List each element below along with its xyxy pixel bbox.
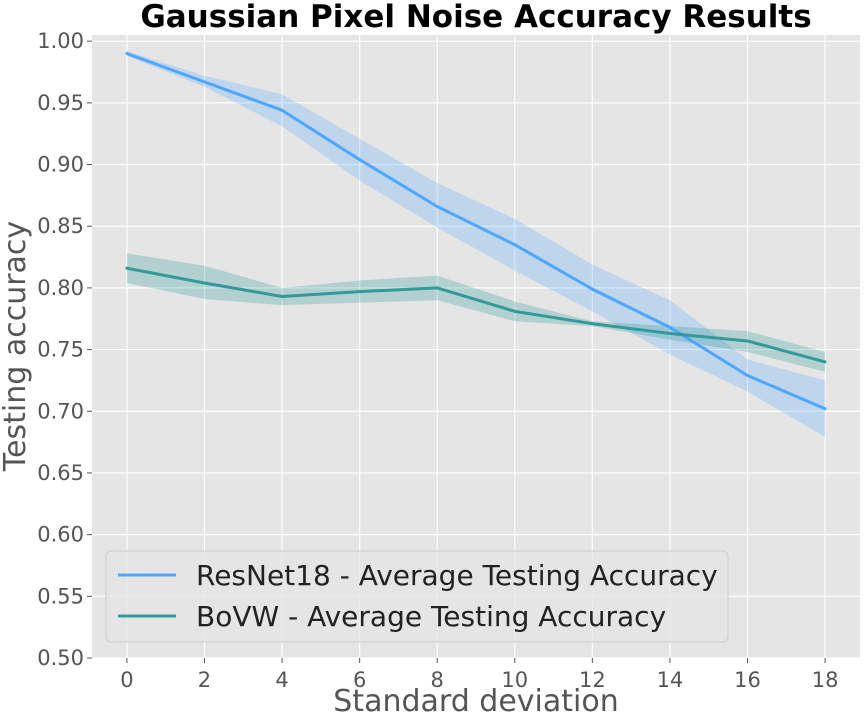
- y-tick-label: 0.75: [37, 338, 84, 362]
- y-tick-label: 0.60: [37, 523, 84, 547]
- legend: ResNet18 - Average Testing Accuracy BoVW…: [105, 550, 729, 643]
- y-tick-label: 0.55: [37, 584, 84, 608]
- data-point-bovw: [358, 290, 362, 294]
- x-tick-labels: 0 2 4 6 8 10 12 14 16 18: [120, 658, 838, 692]
- y-tick-labels: 0.50 0.55 0.60 0.65 0.70 0.75 0.80 0.85 0.90 0.95…: [37, 29, 92, 670]
- data-point-bovw: [280, 295, 284, 299]
- legend-label-bovw: BoVW - Average Testing Accuracy: [196, 600, 666, 633]
- data-point-resnet18: [435, 204, 439, 208]
- x-tick-label: 4: [275, 668, 288, 692]
- chart-title: Gaussian Pixel Noise Accuracy Results: [140, 0, 811, 35]
- data-point-bovw: [125, 266, 129, 270]
- y-tick-label: 0.95: [37, 91, 84, 115]
- x-axis-label: Standard deviation: [333, 684, 618, 719]
- x-tick-label: 12: [579, 668, 606, 692]
- y-tick-label: 0.85: [37, 214, 84, 238]
- data-point-resnet18: [125, 52, 129, 56]
- data-point-bovw: [513, 309, 517, 313]
- y-tick-label: 0.50: [37, 646, 84, 670]
- data-point-resnet18: [280, 108, 284, 112]
- y-tick-label: 0.65: [37, 461, 84, 485]
- series-line-bovw: [126, 266, 826, 364]
- data-point-bovw: [823, 360, 827, 364]
- confidence-band-resnet18: [126, 51, 826, 438]
- data-point-bovw: [202, 281, 206, 285]
- confidence-bands: [126, 51, 826, 438]
- x-tick-label: 14: [657, 668, 684, 692]
- x-tick-label: 18: [812, 668, 839, 692]
- data-point-bovw: [746, 339, 750, 343]
- series-line-resnet18: [126, 52, 826, 411]
- data-point-resnet18: [746, 373, 750, 377]
- data-point-bovw: [435, 286, 439, 290]
- data-point-resnet18: [513, 243, 517, 247]
- x-tick-label: 2: [198, 668, 211, 692]
- data-point-resnet18: [358, 158, 362, 162]
- grid: [92, 35, 860, 659]
- x-tick-label: 6: [353, 668, 366, 692]
- x-tick-label: 16: [734, 668, 761, 692]
- data-point-resnet18: [823, 407, 827, 411]
- legend-frame: [105, 550, 729, 643]
- data-point-bovw: [590, 322, 594, 326]
- x-tick-label: 0: [120, 668, 133, 692]
- y-axis-label: Testing accuracy: [0, 221, 33, 472]
- data-point-resnet18: [590, 287, 594, 291]
- y-tick-label: 0.80: [37, 276, 84, 300]
- series-lines: [125, 52, 827, 411]
- data-point-resnet18: [202, 80, 206, 84]
- x-tick-label: 10: [501, 668, 528, 692]
- data-point-resnet18: [668, 325, 672, 329]
- legend-label-resnet18: ResNet18 - Average Testing Accuracy: [196, 559, 718, 592]
- y-tick-label: 1.00: [37, 29, 84, 53]
- x-tick-label: 8: [431, 668, 444, 692]
- y-tick-label: 0.70: [37, 399, 84, 423]
- y-tick-label: 0.90: [37, 153, 84, 177]
- confidence-band-bovw: [126, 253, 826, 372]
- data-point-bovw: [668, 332, 672, 336]
